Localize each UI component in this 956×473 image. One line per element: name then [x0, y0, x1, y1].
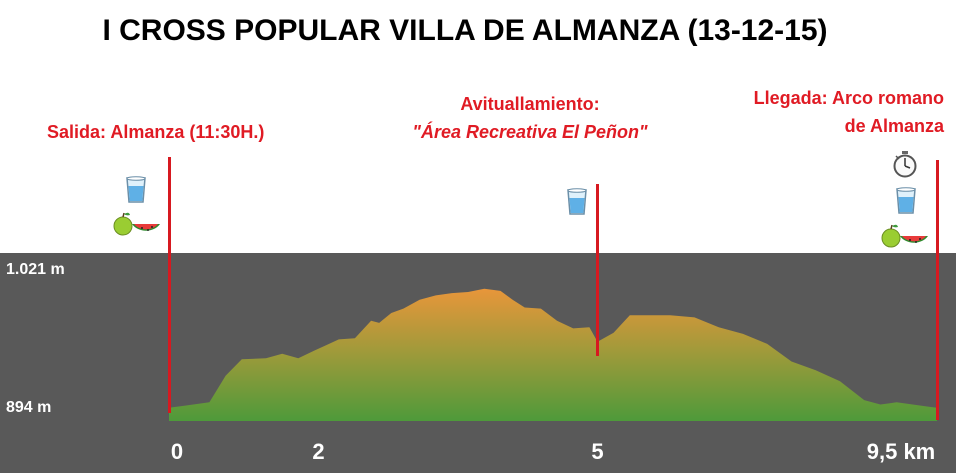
start-label: Salida: Almanza (11:30H.) — [47, 122, 265, 142]
marker-line-llegada — [936, 160, 939, 420]
y-tick-label-max: 1.021 m — [6, 261, 65, 278]
fruit-icon — [113, 212, 160, 236]
finish-label-line1: Llegada: Arco romano — [753, 88, 944, 108]
water-glass-icon — [126, 176, 146, 203]
stopwatch-icon — [893, 151, 917, 178]
x-tick-label: 2 — [312, 439, 325, 464]
y-tick-label-min: 894 m — [6, 399, 52, 416]
chart-title: I CROSS POPULAR VILLA DE ALMANZA (13-12-… — [102, 14, 828, 47]
fruit-icon — [881, 224, 928, 248]
x-tick-label: 5 — [591, 439, 604, 464]
aid-station-label-line2: "Área Recreativa El Peñon" — [412, 122, 648, 142]
elevation-area — [169, 288, 937, 421]
water-glass-icon — [567, 188, 587, 215]
x-tick-label: 0 — [170, 439, 184, 464]
finish-label-line2: de Almanza — [844, 116, 944, 136]
aid-station-label: Avituallamiento: "Área Recreativa El Peñ… — [380, 90, 680, 146]
aid-station-label-line1: Avituallamiento: — [460, 94, 600, 114]
marker-line-salida — [168, 157, 171, 413]
finish-label: Llegada: Arco romano de Almanza — [754, 84, 944, 140]
x-tick-label: 9,5 km — [866, 439, 936, 464]
water-glass-icon — [896, 187, 916, 214]
elevation-panel: 1.021 m 894 m 0 2 5 9,5 km — [0, 253, 956, 473]
marker-line-avituallamiento — [596, 184, 600, 356]
elevation-profile-chart — [169, 288, 937, 421]
